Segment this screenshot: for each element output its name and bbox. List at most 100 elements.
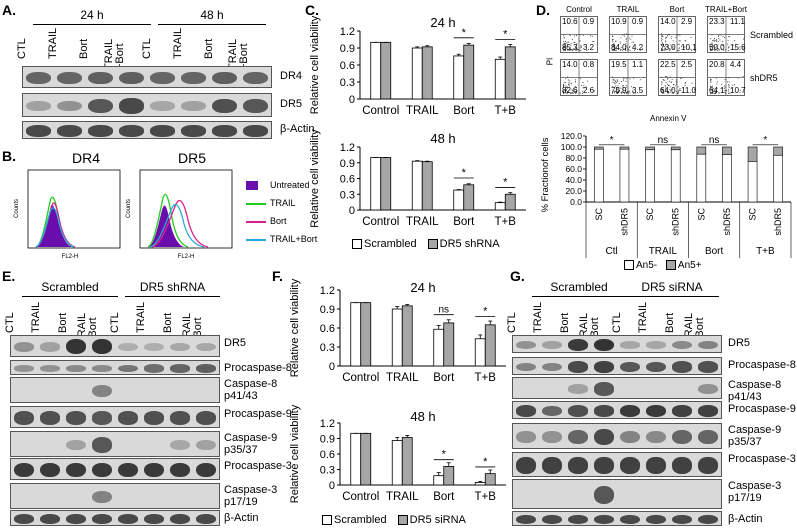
group-label: Bort [705, 246, 724, 257]
blot-band [515, 405, 537, 417]
blot-band [212, 125, 237, 137]
histogram-dr5: Counts FL2-H [126, 169, 233, 260]
blot-band [645, 514, 667, 525]
y-tick-label: 80.0 [565, 153, 582, 163]
g-row-label-3: Procaspase-9 [728, 403, 796, 415]
blot-band [645, 457, 667, 474]
blot-band [13, 365, 35, 372]
blot-band [195, 439, 217, 451]
significance-mark: ns [709, 135, 720, 146]
blot-band [91, 339, 113, 355]
bar-dr5-sirna-3 [484, 473, 496, 486]
g-group-0: Scrambled [550, 280, 608, 294]
blot-band [243, 125, 268, 137]
timepoint-24h: 24 h [80, 8, 104, 22]
x-tick-label: Control [362, 105, 399, 117]
chart-f-48h: 48 h 0 0.3 0.6 0.9 1.2 Relative cell viability… [289, 404, 506, 503]
blot-band [593, 457, 615, 474]
g-blot-row-2 [512, 377, 722, 399]
bar-an5-neg-1 [619, 148, 630, 203]
panel-a-label: A. [2, 2, 16, 18]
flow-row-1: shDR5 [750, 73, 778, 83]
e-lane-4: CTL [109, 312, 121, 333]
blot-band [169, 439, 191, 451]
flow-quadrant-1-1-0: 19.5 [611, 60, 627, 69]
blot-band [65, 411, 87, 425]
significance-mark: * [610, 135, 614, 146]
blot-band [212, 98, 237, 114]
e-row-label-4: Caspase-9 p35/37 [224, 432, 278, 456]
x-tick-label: SC [645, 208, 655, 221]
x-tick-label: T+B [475, 372, 497, 384]
chart-f-24h: 24 h 0 0.3 0.6 0.9 1.2 Relative cell viability… [289, 278, 506, 384]
flow-col-2: Bort [669, 5, 685, 14]
blot-band [593, 338, 615, 352]
blot-band [593, 428, 615, 446]
significance-mark: * [462, 27, 467, 39]
blot-band [541, 431, 563, 443]
x-tick-label: T+B [495, 105, 517, 117]
blot-band [143, 513, 165, 525]
blot-band [697, 383, 719, 394]
blot-band [593, 405, 615, 417]
blot-band [117, 513, 139, 525]
y-tick-label: 0 [349, 205, 355, 217]
bar-scrambled-1 [391, 440, 403, 486]
y-tick-label: 0 [329, 480, 335, 492]
panel-b-label: B. [2, 148, 16, 164]
e-group-rule-0 [22, 296, 118, 297]
flow-plot-0-1: 10.9 0.9 84.0 4.2 [609, 16, 647, 53]
e-blot-row-2 [10, 377, 220, 403]
y-tick-label: 0.6 [320, 449, 335, 461]
e-lane-6: Bort [161, 312, 174, 333]
bar-dr5-shrna-3 [504, 193, 516, 211]
bar-scrambled-3 [474, 482, 486, 486]
g-row-label-1: Procaspase-8 [728, 359, 796, 371]
chart-title: 24 h [410, 280, 435, 295]
x-tick-label: shDR5 [773, 208, 783, 236]
chart-title: 24 h [430, 15, 455, 30]
blot-band [541, 514, 563, 525]
e-lane-0: CTL [4, 312, 16, 333]
blot-band [181, 125, 206, 137]
bar-an5-neg-7 [773, 154, 783, 203]
legend-d-neg: An5- [636, 260, 658, 271]
blot-band [619, 430, 641, 444]
blot-band [567, 457, 589, 474]
blot-band [541, 362, 563, 372]
blot-band [619, 341, 641, 349]
flow-quadrant-1-3-2: 64.1 [709, 86, 725, 95]
blot-band [91, 364, 113, 373]
panel-g-label: G. [510, 268, 525, 284]
blot-band [169, 342, 191, 352]
flow-quadrant-1-1-1: 1.1 [632, 60, 644, 69]
x-tick-label: SC [748, 208, 758, 221]
y-tick-label: 0.6 [340, 174, 355, 186]
bar-scrambled-3 [494, 202, 506, 211]
flow-quadrant-0-3-1: 11.1 [730, 17, 745, 26]
blot-band [567, 514, 589, 525]
blot-band [91, 411, 113, 425]
x-tick-label: SC [594, 208, 604, 221]
g-blot-row-0 [512, 335, 722, 353]
blot-band [57, 100, 82, 112]
blot-band [567, 384, 589, 394]
timepoint-24h-rule [33, 24, 151, 25]
hist-dr4-untreated [36, 204, 72, 247]
bar-an5-pos-3 [670, 146, 681, 151]
x-tick-label: shDR5 [619, 208, 629, 236]
flow-quadrant-0-1-1: 0.9 [632, 17, 644, 26]
y-tick-label: 100.0 [561, 142, 583, 152]
e-row-label-2: Caspase-8 p41/43 [224, 378, 278, 402]
blot-band [169, 411, 191, 425]
bar-dr5-sirna-0 [360, 302, 372, 367]
significance-mark: * [503, 29, 508, 41]
g-group-rule-1 [625, 296, 719, 297]
blot-band [119, 125, 144, 137]
flow-quadrant-1-0-1: 0.8 [583, 60, 595, 69]
histogram-legend: Untreated TRAIL Bort TRAIL+Bort [246, 176, 317, 248]
bar-an5-pos-6 [747, 146, 758, 162]
flow-x-axis-label: Annexin V [650, 114, 687, 123]
flow-plot-0-0: 10.6 0.9 85.3 3.2 [560, 16, 598, 53]
y-tick-label: 1.2 [340, 26, 355, 38]
